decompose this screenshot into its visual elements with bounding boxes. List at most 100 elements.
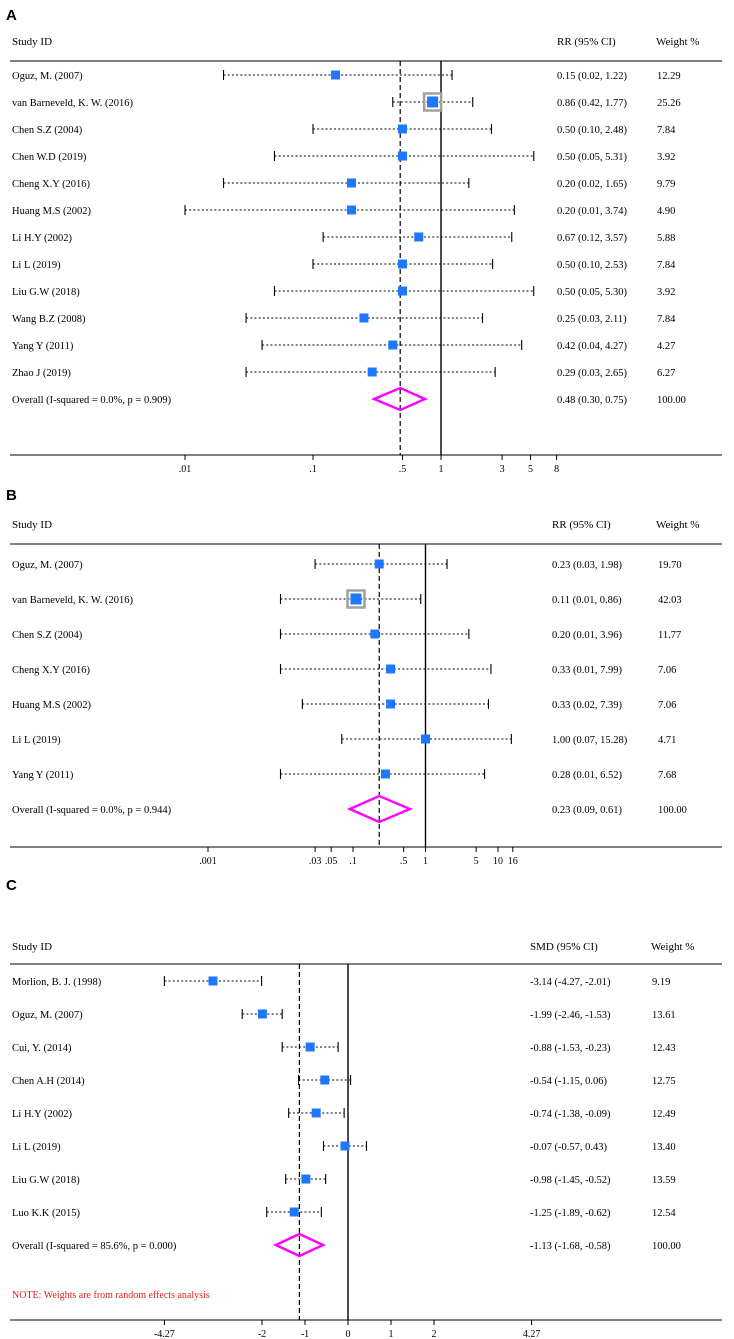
overall-weight: 100.00 <box>652 1241 681 1252</box>
x-tick-label: -2 <box>258 1329 266 1339</box>
study-ci-text: 0.20 (0.02, 1.65) <box>557 179 627 190</box>
point-estimate-marker <box>208 976 218 986</box>
x-tick-label: 1 <box>423 856 428 867</box>
study-name: van Barneveld, K. W. (2016) <box>12 595 134 606</box>
study-name: Huang M.S (2002) <box>12 700 92 711</box>
study-weight: 7.06 <box>658 665 676 676</box>
panel-b: B Study ID RR (95% CI) Weight % Oguz, M. (20… <box>6 487 722 867</box>
study-weight: 7.84 <box>657 314 676 325</box>
x-tick-label: .01 <box>179 464 192 475</box>
x-tick-label: 5 <box>474 856 479 867</box>
study-ci-text: 1.00 (0.07, 15.28) <box>552 735 628 746</box>
study-weight: 13.40 <box>652 1142 676 1153</box>
study-weight: 9.79 <box>657 179 675 190</box>
study-weight: 13.59 <box>652 1175 676 1186</box>
x-tick-label: .03 <box>309 856 322 867</box>
panel-c: C Study ID SMD (95% CI) Weight % Morlion, B.… <box>6 877 722 1339</box>
study-name: Cheng X.Y (2016) <box>12 665 91 676</box>
point-estimate-marker <box>414 232 424 242</box>
study-ci-text: 0.29 (0.03, 2.65) <box>557 368 627 379</box>
point-estimate-marker <box>305 1042 315 1052</box>
overall-label: Overall (I-squared = 85.6%, p = 0.000) <box>12 1241 177 1252</box>
study-weight: 11.77 <box>658 630 681 641</box>
point-estimate-marker <box>374 559 384 569</box>
overall-label: Overall (I-squared = 0.0%, p = 0.944) <box>12 805 172 816</box>
header-weight: Weight % <box>651 941 694 953</box>
x-tick-label: .001 <box>199 856 217 867</box>
study-name: Oguz, M. (2007) <box>12 560 83 571</box>
study-ci-text: 0.50 (0.10, 2.48) <box>557 125 627 136</box>
study-name: Chen W.D (2019) <box>12 152 87 163</box>
study-ci-text: 0.25 (0.03, 2.11) <box>557 314 627 325</box>
study-weight: 12.75 <box>652 1076 676 1087</box>
study-weight: 7.06 <box>658 700 676 711</box>
study-weight: 19.70 <box>658 560 682 571</box>
x-tick-label: 3 <box>500 464 505 475</box>
study-ci-text: 0.23 (0.03, 1.98) <box>552 560 622 571</box>
study-ci-text: -0.74 (-1.38, -0.09) <box>530 1109 611 1120</box>
study-weight: 25.26 <box>657 98 681 109</box>
study-name: Luo K.K (2015) <box>12 1208 80 1219</box>
study-weight: 9.19 <box>652 977 670 988</box>
overall-ci-text: 0.48 (0.30, 0.75) <box>557 395 627 406</box>
study-name: Morlion, B. J. (1998) <box>12 977 102 988</box>
point-estimate-marker <box>350 593 362 605</box>
point-estimate-marker <box>380 769 390 779</box>
study-ci-text: -3.14 (-4.27, -2.01) <box>530 977 611 988</box>
study-ci-text: 0.28 (0.01, 6.52) <box>552 770 622 781</box>
point-estimate-marker <box>347 205 357 215</box>
study-weight: 12.43 <box>652 1043 676 1054</box>
point-estimate-marker <box>427 96 439 108</box>
overall-ci-text: 0.23 (0.09, 0.61) <box>552 805 622 816</box>
study-name: Wang B.Z (2008) <box>12 314 86 325</box>
study-ci-text: -0.54 (-1.15, 0.06) <box>530 1076 607 1087</box>
weight-box <box>346 589 366 609</box>
x-tick-label: .5 <box>400 856 408 867</box>
study-weight: 4.27 <box>657 341 675 352</box>
pooled-diamond <box>272 1232 326 1258</box>
study-weight: 6.27 <box>657 368 675 379</box>
study-ci-text: 0.50 (0.05, 5.31) <box>557 152 627 163</box>
study-ci-text: -0.88 (-1.53, -0.23) <box>530 1043 611 1054</box>
x-tick-label: -1 <box>301 1329 309 1339</box>
study-ci-text: 0.33 (0.02, 7.39) <box>552 700 622 711</box>
header-study-id: Study ID <box>12 36 52 48</box>
panel-label: C <box>6 877 17 894</box>
study-name: Liu G.W (2018) <box>12 287 80 298</box>
study-weight: 3.92 <box>657 152 675 163</box>
study-name: Li L (2019) <box>12 1142 61 1153</box>
study-name: Li L (2019) <box>12 260 61 271</box>
x-tick-label: 0 <box>346 1329 351 1339</box>
study-weight: 4.90 <box>657 206 675 217</box>
header-weight: Weight % <box>656 36 699 48</box>
study-ci-text: 0.15 (0.02, 1.22) <box>557 71 627 82</box>
study-name: Cheng X.Y (2016) <box>12 179 91 190</box>
study-ci-text: 0.50 (0.10, 2.53) <box>557 260 627 271</box>
study-name: Huang M.S (2002) <box>12 206 92 217</box>
study-name: Chen S.Z (2004) <box>12 125 83 136</box>
point-estimate-marker <box>289 1207 299 1217</box>
study-name: Chen A.H (2014) <box>12 1076 85 1087</box>
point-estimate-marker <box>388 340 398 350</box>
point-estimate-marker <box>421 734 430 744</box>
point-estimate-marker <box>359 313 369 323</box>
study-weight: 7.84 <box>657 260 676 271</box>
study-ci-text: 0.42 (0.04, 4.27) <box>557 341 627 352</box>
point-estimate-marker <box>320 1075 330 1085</box>
study-ci-text: 0.33 (0.01, 7.99) <box>552 665 622 676</box>
point-estimate-marker <box>331 70 341 80</box>
study-ci-text: -0.98 (-1.45, -0.52) <box>530 1175 611 1186</box>
point-estimate-marker <box>340 1141 350 1151</box>
study-ci-text: 0.20 (0.01, 3.96) <box>552 630 622 641</box>
header-study-id: Study ID <box>12 519 52 531</box>
study-weight: 5.88 <box>657 233 675 244</box>
panel-label: B <box>6 487 17 504</box>
panel-label: A <box>6 7 17 24</box>
random-effects-note: NOTE: Weights are from random effects an… <box>12 1290 210 1301</box>
point-estimate-marker <box>257 1009 267 1019</box>
study-name: Oguz, M. (2007) <box>12 71 83 82</box>
study-ci-text: -1.99 (-2.46, -1.53) <box>530 1010 611 1021</box>
study-name: Oguz, M. (2007) <box>12 1010 83 1021</box>
point-estimate-marker <box>386 699 396 709</box>
study-weight: 3.92 <box>657 287 675 298</box>
